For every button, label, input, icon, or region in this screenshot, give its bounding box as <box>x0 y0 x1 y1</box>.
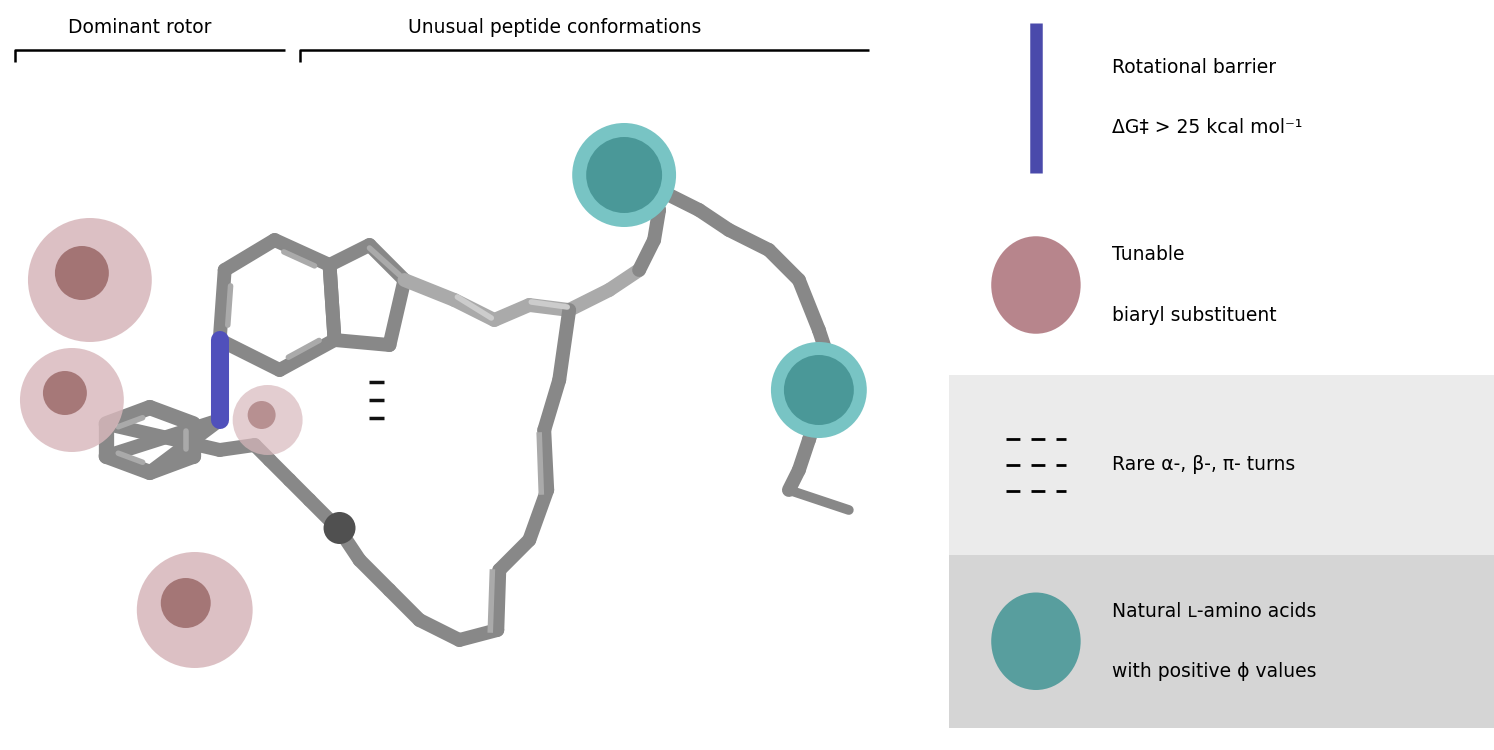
Text: Rare α-, β-, π- turns: Rare α-, β-, π- turns <box>1112 455 1295 475</box>
Circle shape <box>137 552 252 668</box>
Circle shape <box>572 123 677 227</box>
Text: biaryl substituent: biaryl substituent <box>1112 305 1277 325</box>
Text: ΔG‡ > 25 kcal mol⁻¹: ΔG‡ > 25 kcal mol⁻¹ <box>1112 118 1303 137</box>
Text: Tunable: Tunable <box>1112 245 1185 265</box>
Circle shape <box>233 385 303 455</box>
Circle shape <box>43 371 87 415</box>
Circle shape <box>19 348 124 452</box>
Circle shape <box>28 218 152 342</box>
Circle shape <box>586 137 662 213</box>
Circle shape <box>784 355 855 425</box>
Text: with positive ϕ values: with positive ϕ values <box>1112 662 1316 681</box>
Ellipse shape <box>991 236 1080 334</box>
Bar <box>949 375 1494 555</box>
Ellipse shape <box>991 592 1080 690</box>
Text: Unusual peptide conformations: Unusual peptide conformations <box>408 18 701 37</box>
Circle shape <box>771 342 867 438</box>
Circle shape <box>55 246 109 300</box>
Circle shape <box>324 512 356 544</box>
Text: Rotational barrier: Rotational barrier <box>1112 58 1276 77</box>
Bar <box>949 555 1494 728</box>
Text: Natural ʟ-amino acids: Natural ʟ-amino acids <box>1112 602 1316 621</box>
Circle shape <box>248 401 275 429</box>
Circle shape <box>161 578 211 628</box>
Text: Dominant rotor: Dominant rotor <box>69 18 212 37</box>
